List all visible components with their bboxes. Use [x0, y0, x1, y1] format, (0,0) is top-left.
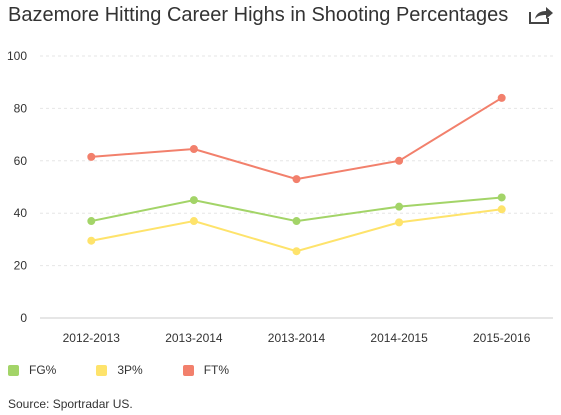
chart-title: Bazemore Hitting Career Highs in Shootin… — [8, 4, 509, 26]
data-point[interactable] — [395, 156, 404, 165]
legend-label: 3P% — [117, 363, 143, 377]
legend-swatch — [96, 364, 108, 376]
y-tick-label: 100 — [7, 49, 27, 63]
legend-label: FT% — [203, 363, 230, 377]
data-point[interactable] — [497, 193, 506, 202]
y-tick-label: 20 — [14, 259, 28, 273]
y-tick-label: 40 — [14, 206, 28, 220]
data-point[interactable] — [497, 93, 506, 102]
data-point[interactable] — [189, 145, 198, 154]
data-point[interactable] — [87, 152, 96, 161]
x-tick-label: 2013-2014 — [268, 331, 326, 345]
legend-label: FG% — [29, 363, 57, 377]
data-point[interactable] — [497, 205, 506, 214]
y-tick-label: 60 — [14, 154, 28, 168]
data-point[interactable] — [189, 217, 198, 226]
share-icon[interactable] — [528, 5, 554, 25]
data-point[interactable] — [292, 175, 301, 184]
series-line-ft — [91, 97, 503, 181]
legend-item[interactable]: FT% — [182, 363, 230, 377]
legend-item[interactable]: FG% — [8, 363, 56, 377]
data-point[interactable] — [189, 196, 198, 205]
source-note: Source: Sportradar US. — [8, 397, 133, 411]
x-tick-label: 2015-2016 — [473, 331, 531, 345]
x-tick-label: 2014-2015 — [370, 331, 428, 345]
legend-swatch — [182, 364, 194, 376]
data-point[interactable] — [395, 218, 404, 227]
legend-swatch — [8, 364, 19, 376]
data-point[interactable] — [87, 236, 96, 245]
legend-item[interactable]: 3P% — [96, 363, 143, 377]
y-tick-label: 0 — [20, 311, 27, 325]
data-point[interactable] — [87, 217, 96, 226]
data-point[interactable] — [292, 247, 301, 256]
y-tick-label: 80 — [14, 101, 28, 115]
data-point[interactable] — [292, 217, 301, 226]
series-line-3p — [91, 208, 502, 253]
data-point[interactable] — [395, 202, 404, 211]
x-tick-label: 2012-2013 — [63, 331, 121, 345]
share-arrow-icon — [529, 7, 553, 24]
legend: FG% 3P% FT% — [8, 363, 269, 377]
x-tick-label: 2013-2014 — [165, 331, 223, 345]
